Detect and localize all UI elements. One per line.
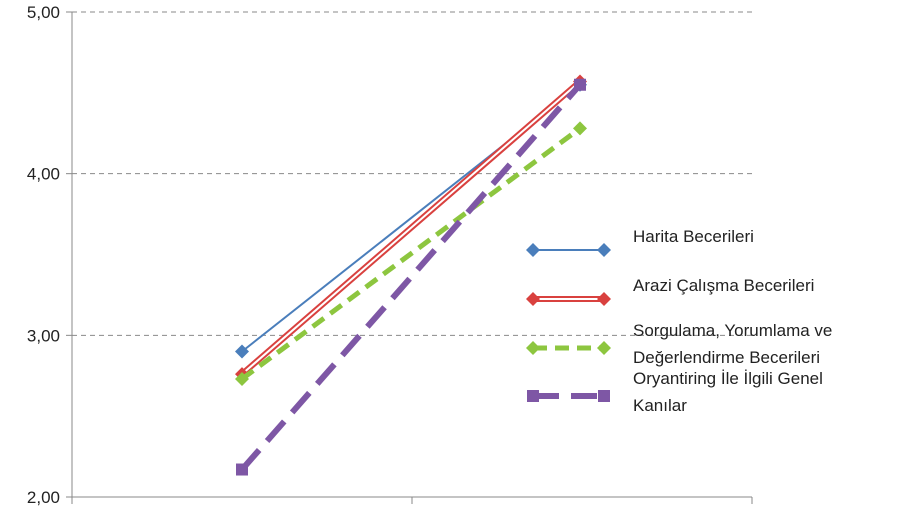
legend-marker [597, 292, 611, 306]
data-point [235, 344, 249, 359]
legend-item: Arazi Çalışma Becerileri [526, 276, 814, 306]
legend: Harita Becerileri Arazi Çalışma Beceriler… [526, 227, 832, 415]
data-point [235, 371, 249, 386]
y-tick-label: 3,00 [27, 326, 60, 345]
legend-marker [597, 341, 611, 355]
axes [66, 11, 753, 504]
y-tick-label: 5,00 [27, 3, 60, 22]
y-tick-label: 2,00 [27, 488, 60, 507]
legend-label: Değerlendirme Becerileri [633, 348, 820, 367]
series-4 [236, 78, 586, 476]
series-line-segment [239, 82, 583, 472]
legend-item: Harita Becerileri [526, 227, 754, 257]
legend-marker [526, 243, 540, 257]
y-tick-labels: 2,00 3,00 4,00 5,00 [27, 3, 60, 507]
legend-label: Oryantiring İle İlgili Genel [633, 369, 823, 388]
legend-label: Sorgulama, Yorumlama ve [633, 321, 832, 340]
legend-label: Kanılar [633, 396, 687, 415]
legend-item: Oryantiring İle İlgili Genel Kanılar [527, 369, 823, 415]
legend-marker [527, 390, 539, 402]
data-point [236, 463, 248, 476]
data-point [573, 121, 587, 136]
legend-marker [526, 341, 540, 355]
data-point [574, 78, 586, 91]
series-3 [235, 121, 587, 386]
legend-label: Arazi Çalışma Becerileri [633, 276, 814, 295]
legend-marker [526, 292, 540, 306]
legend-item: Sorgulama, Yorumlama ve Değerlendirme Bec… [526, 321, 832, 367]
y-tick-label: 4,00 [27, 165, 60, 184]
series-lines [235, 74, 587, 476]
legend-marker [597, 243, 611, 257]
legend-marker [598, 390, 610, 402]
legend-label: Harita Becerileri [633, 227, 754, 246]
series-line-segment [240, 79, 582, 377]
series-line-segment [240, 126, 582, 381]
